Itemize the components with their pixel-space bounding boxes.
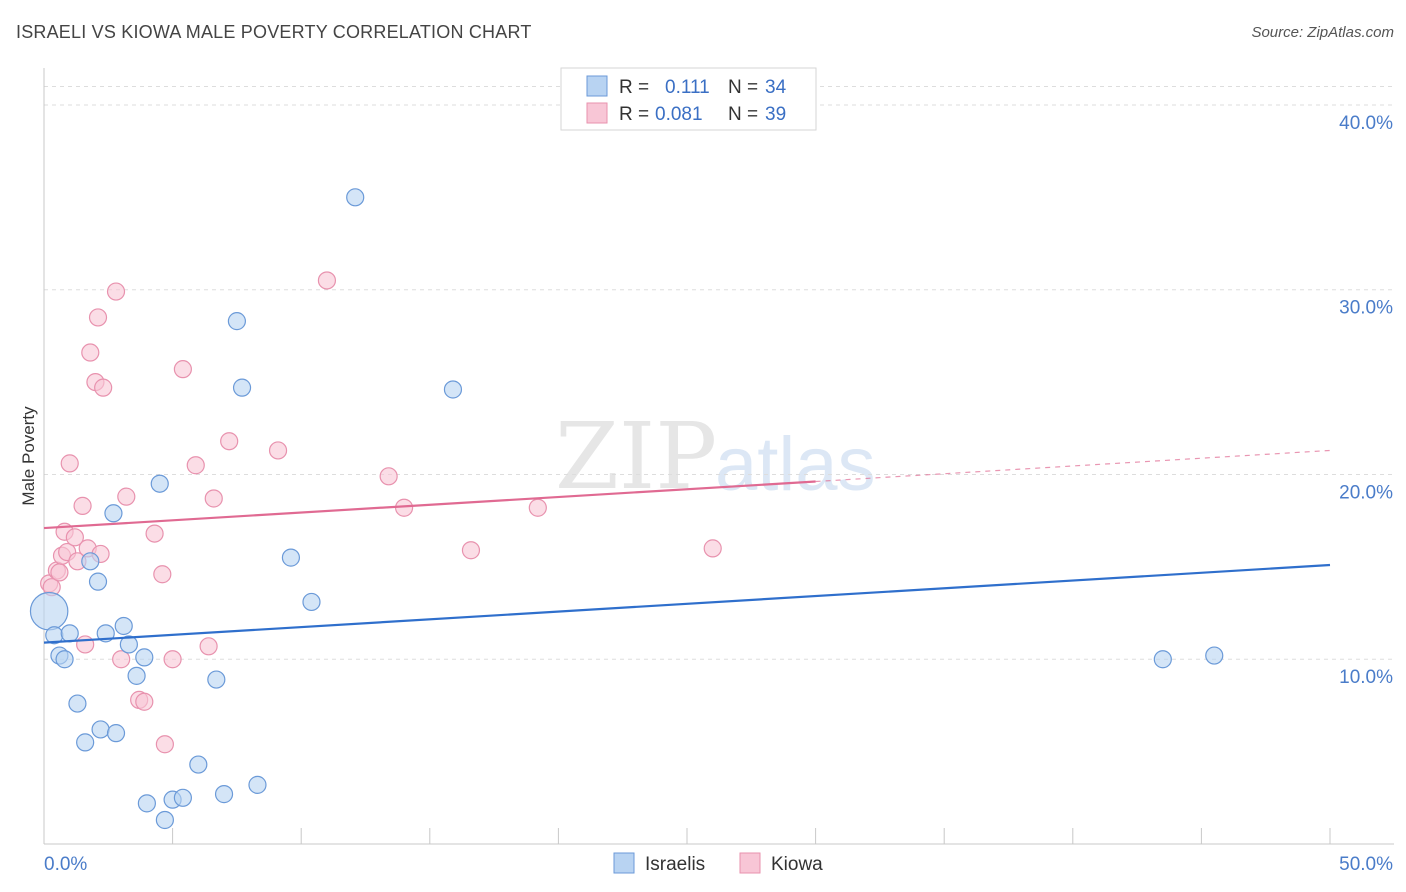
x-tick-label: 0.0%	[44, 854, 87, 875]
kiowa-point	[173, 360, 192, 379]
chart-title: ISRAELI VS KIOWA MALE POVERTY CORRELATIO…	[16, 22, 532, 42]
kiowa-point	[155, 735, 174, 754]
israeli-point	[150, 474, 169, 493]
source-label: Source: ZipAtlas.com	[1251, 24, 1394, 41]
legend-kiowa-r-label: R =	[619, 104, 649, 125]
kiowa-point	[73, 496, 92, 515]
y-tick-label: 10.0%	[1339, 667, 1393, 688]
kiowa-point	[317, 271, 337, 290]
israeli-point	[207, 670, 226, 689]
y-tick-label: 40.0%	[1339, 113, 1393, 134]
kiowa-point	[528, 498, 547, 517]
watermark-atlas: atlas	[715, 422, 876, 507]
israeli-point	[60, 624, 79, 643]
kiowa-point	[135, 692, 154, 711]
israeli-point	[1205, 646, 1224, 665]
israeli-point	[137, 794, 156, 813]
israeli-point	[155, 810, 174, 830]
israeli-point	[91, 720, 110, 739]
israeli-points	[29, 188, 1224, 830]
kiowa-point	[186, 456, 205, 475]
x-ticks	[43, 828, 1331, 844]
kiowa-point	[703, 539, 722, 558]
israeli-point	[127, 666, 146, 685]
axes	[43, 68, 1394, 845]
israeli-point	[1153, 650, 1172, 669]
israeli-point	[248, 775, 267, 794]
kiowa-points	[40, 271, 722, 754]
legend-kiowa-n-value: 39	[765, 104, 786, 125]
israeli-point	[232, 378, 252, 397]
kiowa-trend-line-extension	[815, 449, 1331, 483]
y-tick-labels: 10.0% 20.0% 30.0% 40.0%	[1339, 113, 1393, 688]
israeli-point	[114, 616, 133, 636]
israeli-point	[302, 592, 321, 612]
legend-israeli-r-label: R =	[619, 77, 649, 98]
y-tick-label: 20.0%	[1339, 482, 1393, 503]
kiowa-point	[106, 282, 126, 301]
kiowa-point	[268, 441, 288, 460]
legend-israeli-n-value: 34	[765, 77, 787, 98]
kiowa-point	[94, 378, 113, 397]
israeli-point	[81, 552, 100, 571]
kiowa-point	[379, 467, 398, 486]
bottom-legend-kiowa-label: Kiowa	[771, 854, 823, 875]
kiowa-point	[88, 308, 108, 327]
israeli-point	[76, 733, 95, 752]
trend-lines	[43, 449, 1331, 644]
israeli-point	[68, 694, 87, 713]
israeli-trend-line	[43, 563, 1331, 644]
israeli-point	[189, 755, 208, 774]
israeli-point	[173, 788, 192, 807]
x-tick-label: 50.0%	[1339, 854, 1393, 875]
israeli-point	[104, 504, 123, 523]
kiowa-point	[199, 637, 218, 656]
legend-kiowa-swatch	[586, 102, 608, 124]
israeli-point	[29, 591, 69, 631]
kiowa-point	[65, 528, 84, 547]
kiowa-point	[204, 489, 223, 508]
israeli-point	[135, 648, 154, 667]
legend-israeli-swatch	[586, 75, 608, 97]
legend-kiowa-r-value: 0.081	[655, 104, 703, 125]
kiowa-point	[461, 541, 481, 560]
y-tick-label: 30.0%	[1339, 298, 1393, 319]
kiowa-point	[117, 487, 136, 506]
kiowa-point	[60, 454, 79, 473]
y-axis-label: Male Poverty	[19, 406, 38, 506]
series-legend: Israelis Kiowa	[613, 852, 823, 875]
israeli-point	[106, 724, 126, 743]
legend-kiowa-n-label: N =	[728, 104, 758, 125]
correlation-legend: R = 0.111 N = 34 R = 0.081 N = 39	[560, 67, 817, 131]
israeli-point	[55, 650, 74, 669]
kiowa-point	[145, 524, 164, 543]
bottom-legend-israeli-swatch	[613, 852, 635, 874]
israeli-point	[88, 572, 108, 591]
bottom-legend-israeli-label: Israelis	[645, 854, 705, 875]
bottom-legend-kiowa-swatch	[739, 852, 761, 874]
x-tick-labels: 0.0% 50.0%	[44, 854, 1393, 875]
kiowa-trend-line	[43, 480, 816, 530]
israeli-point	[214, 785, 234, 804]
kiowa-point	[81, 343, 100, 362]
israeli-point	[443, 380, 463, 399]
kiowa-point	[163, 650, 182, 669]
legend-israeli-n-label: N =	[728, 77, 758, 98]
israeli-point	[281, 548, 301, 567]
israeli-point	[227, 312, 246, 331]
watermark-zip: ZIP	[555, 403, 717, 510]
legend-israeli-r-value: 0.111	[665, 77, 710, 98]
kiowa-point	[50, 563, 69, 582]
israeli-point	[119, 635, 138, 654]
kiowa-point	[220, 432, 239, 451]
kiowa-point	[153, 565, 172, 584]
israeli-point	[346, 188, 365, 207]
kiowa-point	[76, 635, 95, 654]
kiowa-point	[112, 650, 131, 669]
